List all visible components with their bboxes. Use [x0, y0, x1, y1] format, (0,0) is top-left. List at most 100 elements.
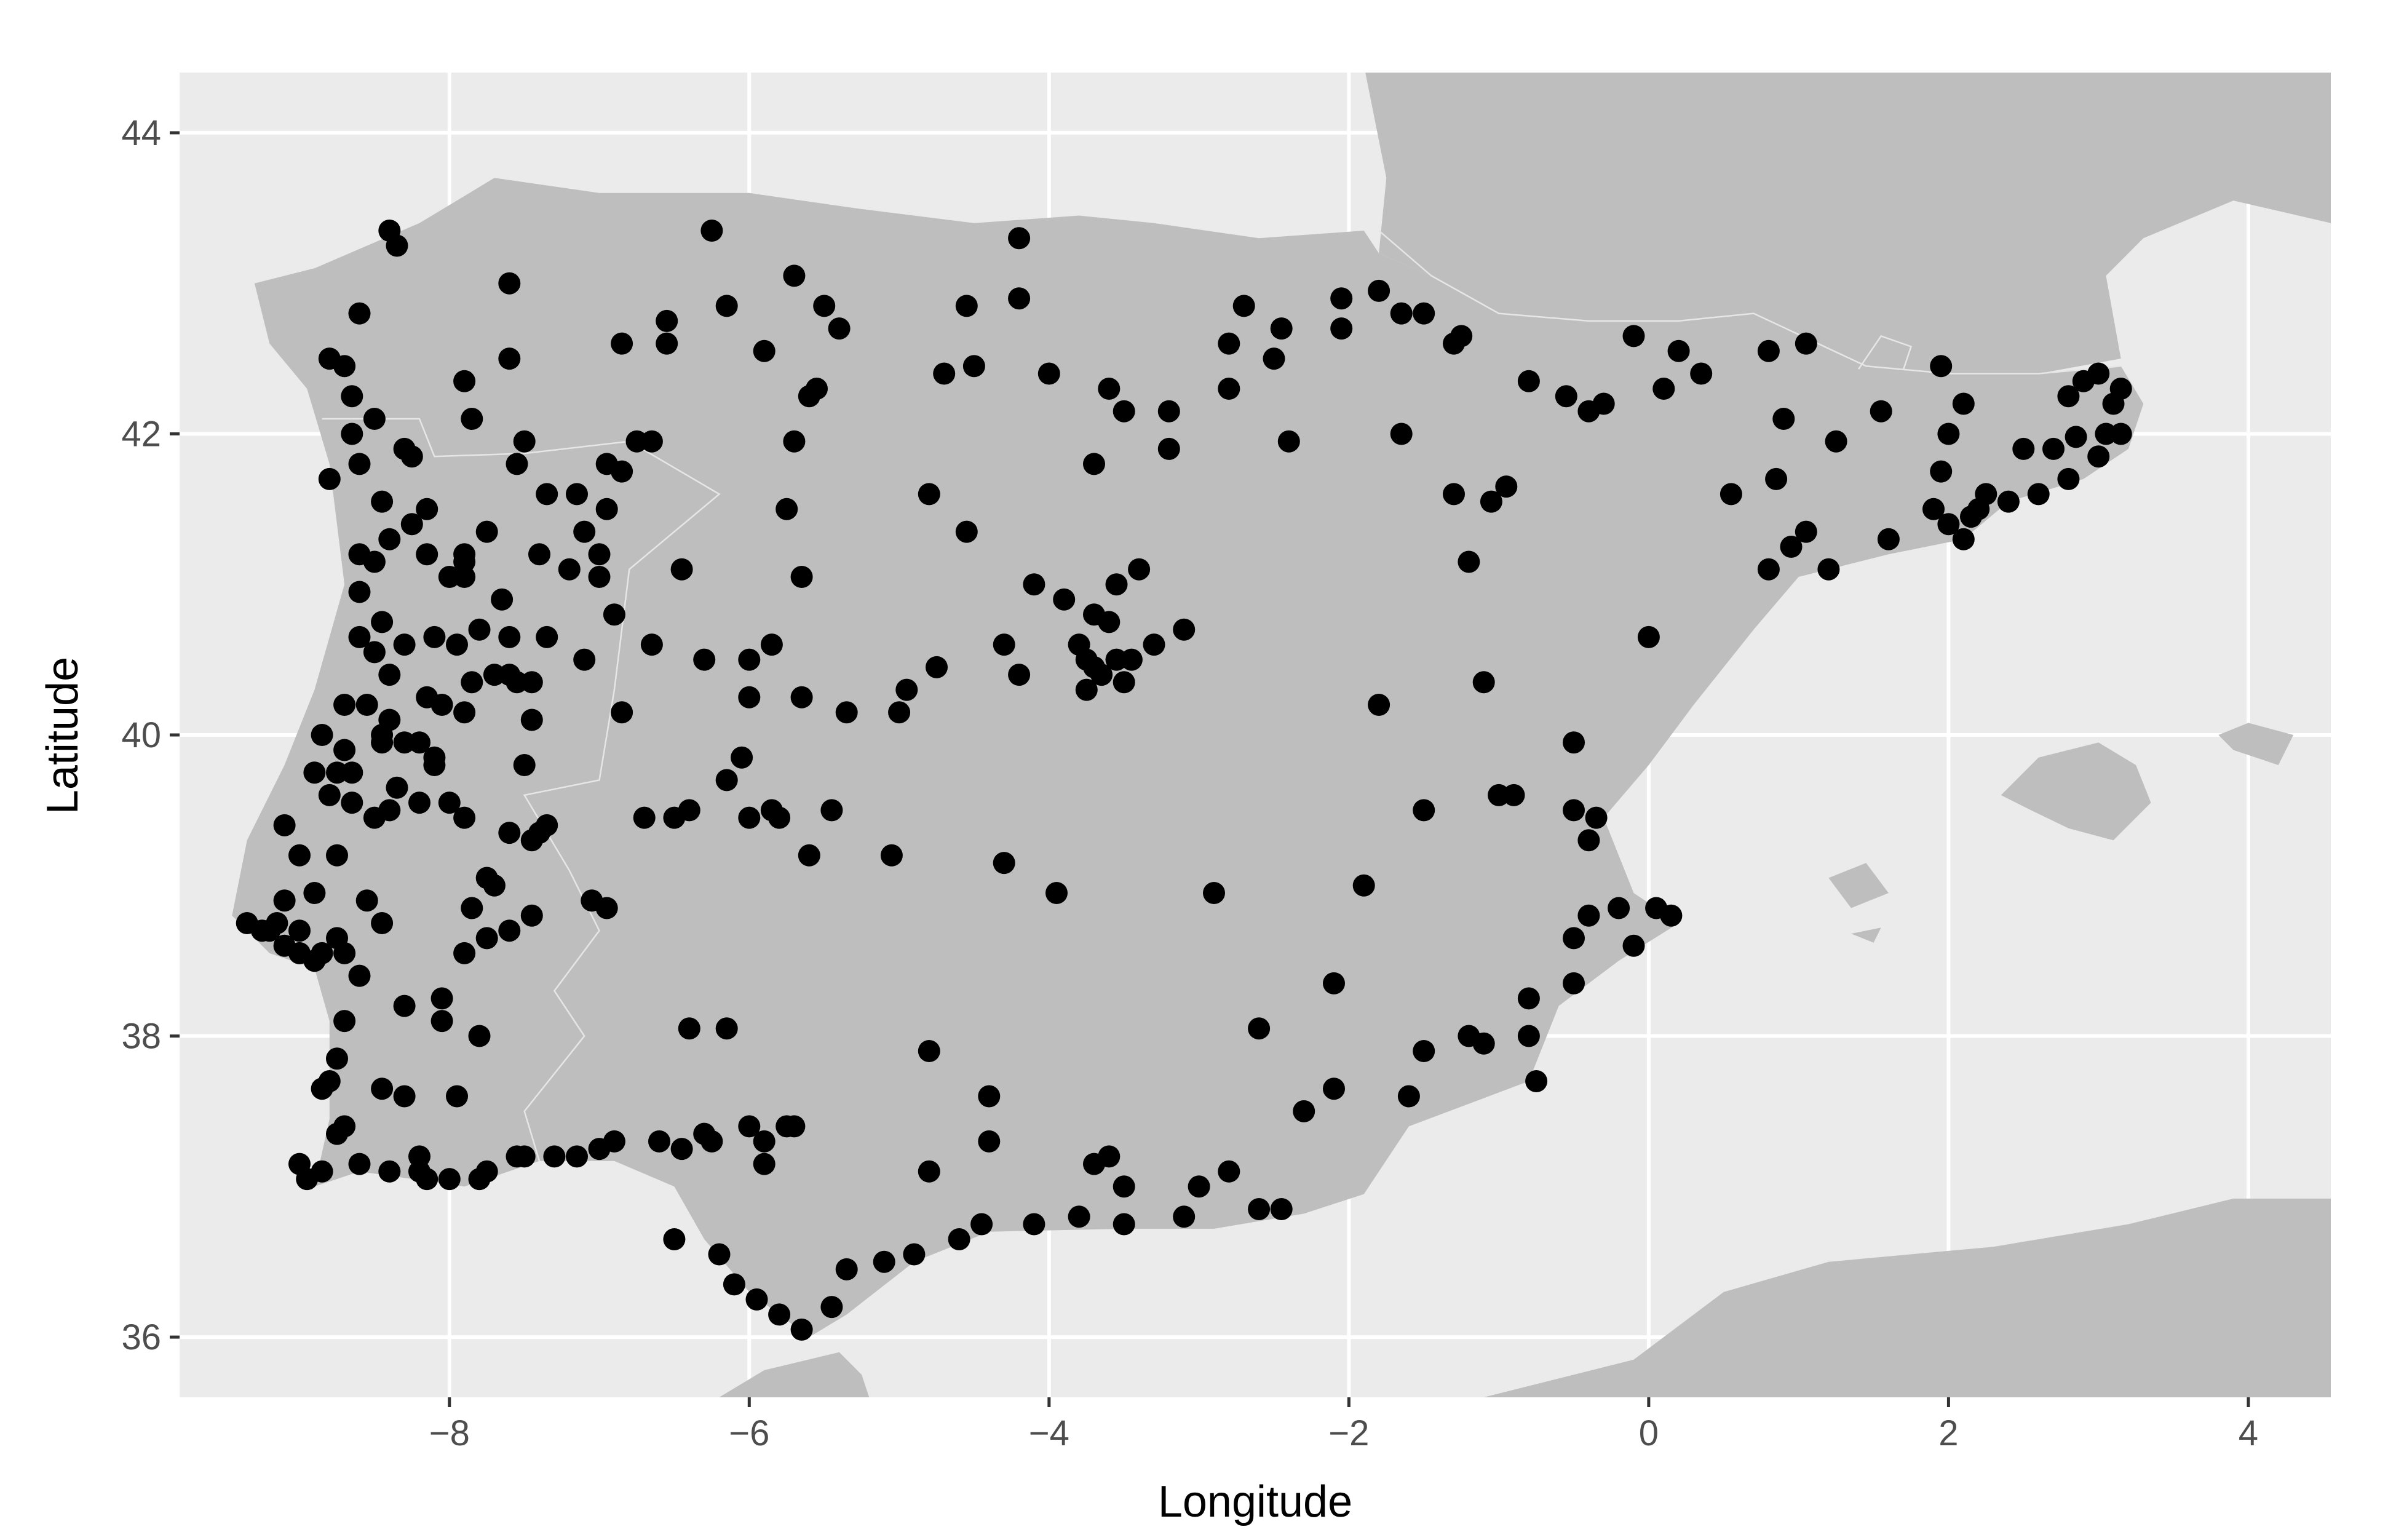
data-point: [355, 694, 378, 716]
data-point: [520, 904, 543, 927]
data-point: [506, 671, 528, 694]
data-point: [640, 633, 663, 656]
data-point: [2012, 437, 2035, 460]
data-point: [386, 776, 408, 799]
data-point: [835, 701, 858, 724]
data-point: [461, 897, 483, 919]
data-point: [1023, 1213, 1045, 1236]
data-point: [1930, 355, 1953, 378]
data-point: [333, 694, 356, 716]
country-borders-layer: [322, 230, 2121, 1162]
x-axis-title: Longitude: [1158, 1477, 1352, 1526]
data-point: [880, 844, 903, 867]
y-tick-label: 38: [121, 1017, 161, 1057]
data-point: [835, 1258, 858, 1280]
data-point: [573, 648, 596, 671]
land-iberian-peninsula: [232, 178, 2144, 1338]
data-point: [371, 1078, 394, 1100]
data-point: [536, 625, 558, 648]
data-point: [933, 362, 956, 385]
data-point: [603, 603, 625, 626]
data-point: [475, 927, 498, 950]
data-point: [1817, 558, 1840, 581]
data-point: [1413, 799, 1435, 822]
data-point: [595, 897, 618, 919]
data-point: [303, 882, 326, 904]
data-point: [566, 1145, 588, 1168]
data-point: [348, 964, 371, 987]
data-point: [873, 1250, 895, 1273]
data-point: [498, 272, 521, 295]
data-point: [970, 1213, 993, 1236]
data-point: [1113, 671, 1135, 694]
data-point: [468, 1025, 491, 1047]
data-point: [918, 1040, 940, 1062]
data-point: [423, 746, 446, 769]
data-point: [806, 378, 828, 400]
data-point: [663, 806, 686, 829]
data-point: [513, 754, 536, 776]
data-point: [978, 1085, 1001, 1108]
data-point: [828, 317, 851, 340]
data-point: [595, 498, 618, 520]
data-point: [288, 919, 311, 942]
data-point: [483, 874, 506, 897]
data-point: [1263, 347, 1285, 370]
x-tick-label: −2: [1328, 1413, 1369, 1453]
data-point: [498, 347, 521, 370]
data-point: [738, 1115, 761, 1138]
data-point: [348, 581, 371, 603]
data-point: [1143, 633, 1165, 656]
data-point: [1277, 430, 1300, 453]
land-north-africa-east: [1483, 1198, 2331, 1397]
data-point: [1772, 408, 1795, 430]
data-point: [288, 844, 311, 867]
data-point: [1128, 558, 1151, 581]
x-tick-label: −4: [1029, 1413, 1069, 1453]
data-point: [1780, 536, 1803, 558]
data-point: [760, 633, 783, 656]
data-point: [888, 701, 911, 724]
y-tick-label: 40: [121, 715, 161, 755]
data-point: [371, 731, 394, 754]
data-point: [1967, 498, 1990, 520]
data-point: [790, 1318, 813, 1341]
data-point: [1090, 664, 1113, 686]
data-point: [326, 1047, 348, 1070]
data-point: [311, 724, 333, 746]
data-point: [1795, 520, 1817, 543]
land-menorca: [2218, 723, 2294, 765]
data-point: [528, 543, 550, 566]
data-point: [1825, 430, 1847, 453]
data-point: [341, 423, 363, 445]
data-point: [1413, 302, 1435, 325]
data-point: [1068, 1205, 1090, 1228]
data-point: [768, 1303, 791, 1326]
data-point: [318, 467, 341, 490]
data-point: [1502, 784, 1525, 806]
andorra-border: [1858, 335, 1913, 370]
data-point: [1218, 378, 1240, 400]
data-point: [1652, 378, 1675, 400]
data-point: [903, 1243, 926, 1266]
data-point: [475, 1160, 498, 1183]
data-point: [1113, 1175, 1135, 1198]
x-tick-label: 0: [1639, 1413, 1659, 1453]
data-point: [1480, 490, 1502, 513]
land-ibiza: [1828, 863, 1889, 908]
data-point: [311, 1078, 333, 1100]
data-point: [2042, 437, 2065, 460]
data-point: [558, 558, 581, 581]
data-point: [393, 633, 416, 656]
data-point: [446, 1085, 468, 1108]
data-point: [258, 919, 281, 942]
data-point: [895, 678, 918, 701]
y-axis-title: Latitude: [38, 657, 87, 814]
data-point: [1390, 423, 1413, 445]
data-point: [1757, 558, 1780, 581]
data-point: [1690, 362, 1713, 385]
data-point: [475, 520, 498, 543]
data-point: [693, 648, 716, 671]
data-point: [1870, 400, 1892, 423]
